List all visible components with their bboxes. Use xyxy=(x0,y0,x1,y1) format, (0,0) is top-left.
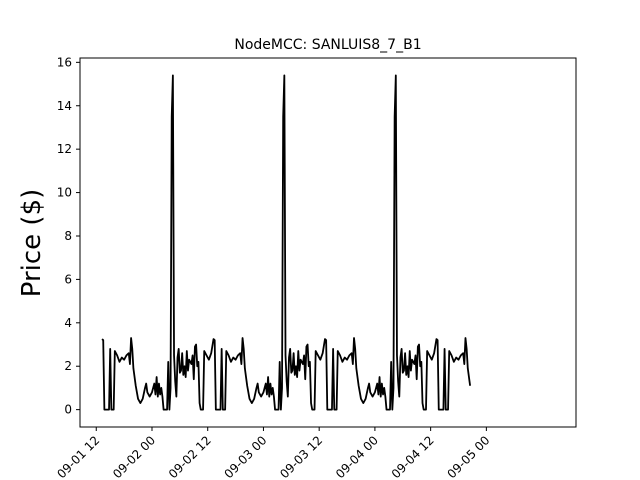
x-tick-label: 09-05 00 xyxy=(444,433,492,480)
x-tick-label: 09-02 00 xyxy=(110,433,158,480)
y-tick-label: 12 xyxy=(57,142,72,156)
y-axis-label: Price ($) xyxy=(17,189,47,298)
y-tick-label: 6 xyxy=(64,272,72,286)
price-series-line xyxy=(101,74,472,411)
y-tick-label: 2 xyxy=(64,359,72,373)
y-tick-label: 8 xyxy=(64,229,72,243)
x-tick-label: 09-04 12 xyxy=(389,433,437,480)
y-tick-label: 14 xyxy=(57,99,72,113)
y-tick-label: 10 xyxy=(57,186,72,200)
chart-title: NodeMCC: SANLUIS8_7_B1 xyxy=(234,37,421,53)
x-tick-label: 09-03 00 xyxy=(222,433,270,480)
y-tick-label: 0 xyxy=(64,403,72,417)
x-tick-label: 09-01 12 xyxy=(54,433,102,480)
y-tick-label: 4 xyxy=(64,316,72,330)
x-tick-label: 09-04 00 xyxy=(333,433,381,480)
x-axis: 09-01 12 09-02 00 09-02 12 09-03 00 09-03 12… xyxy=(54,427,492,480)
x-tick-label: 09-03 12 xyxy=(277,433,325,480)
x-tick-label: 09-02 12 xyxy=(166,433,214,480)
series-group xyxy=(101,74,472,411)
y-tick-label: 16 xyxy=(57,55,72,69)
y-axis: 0 2 4 6 8 10 12 14 16 xyxy=(57,55,80,417)
plot-frame xyxy=(79,57,577,428)
